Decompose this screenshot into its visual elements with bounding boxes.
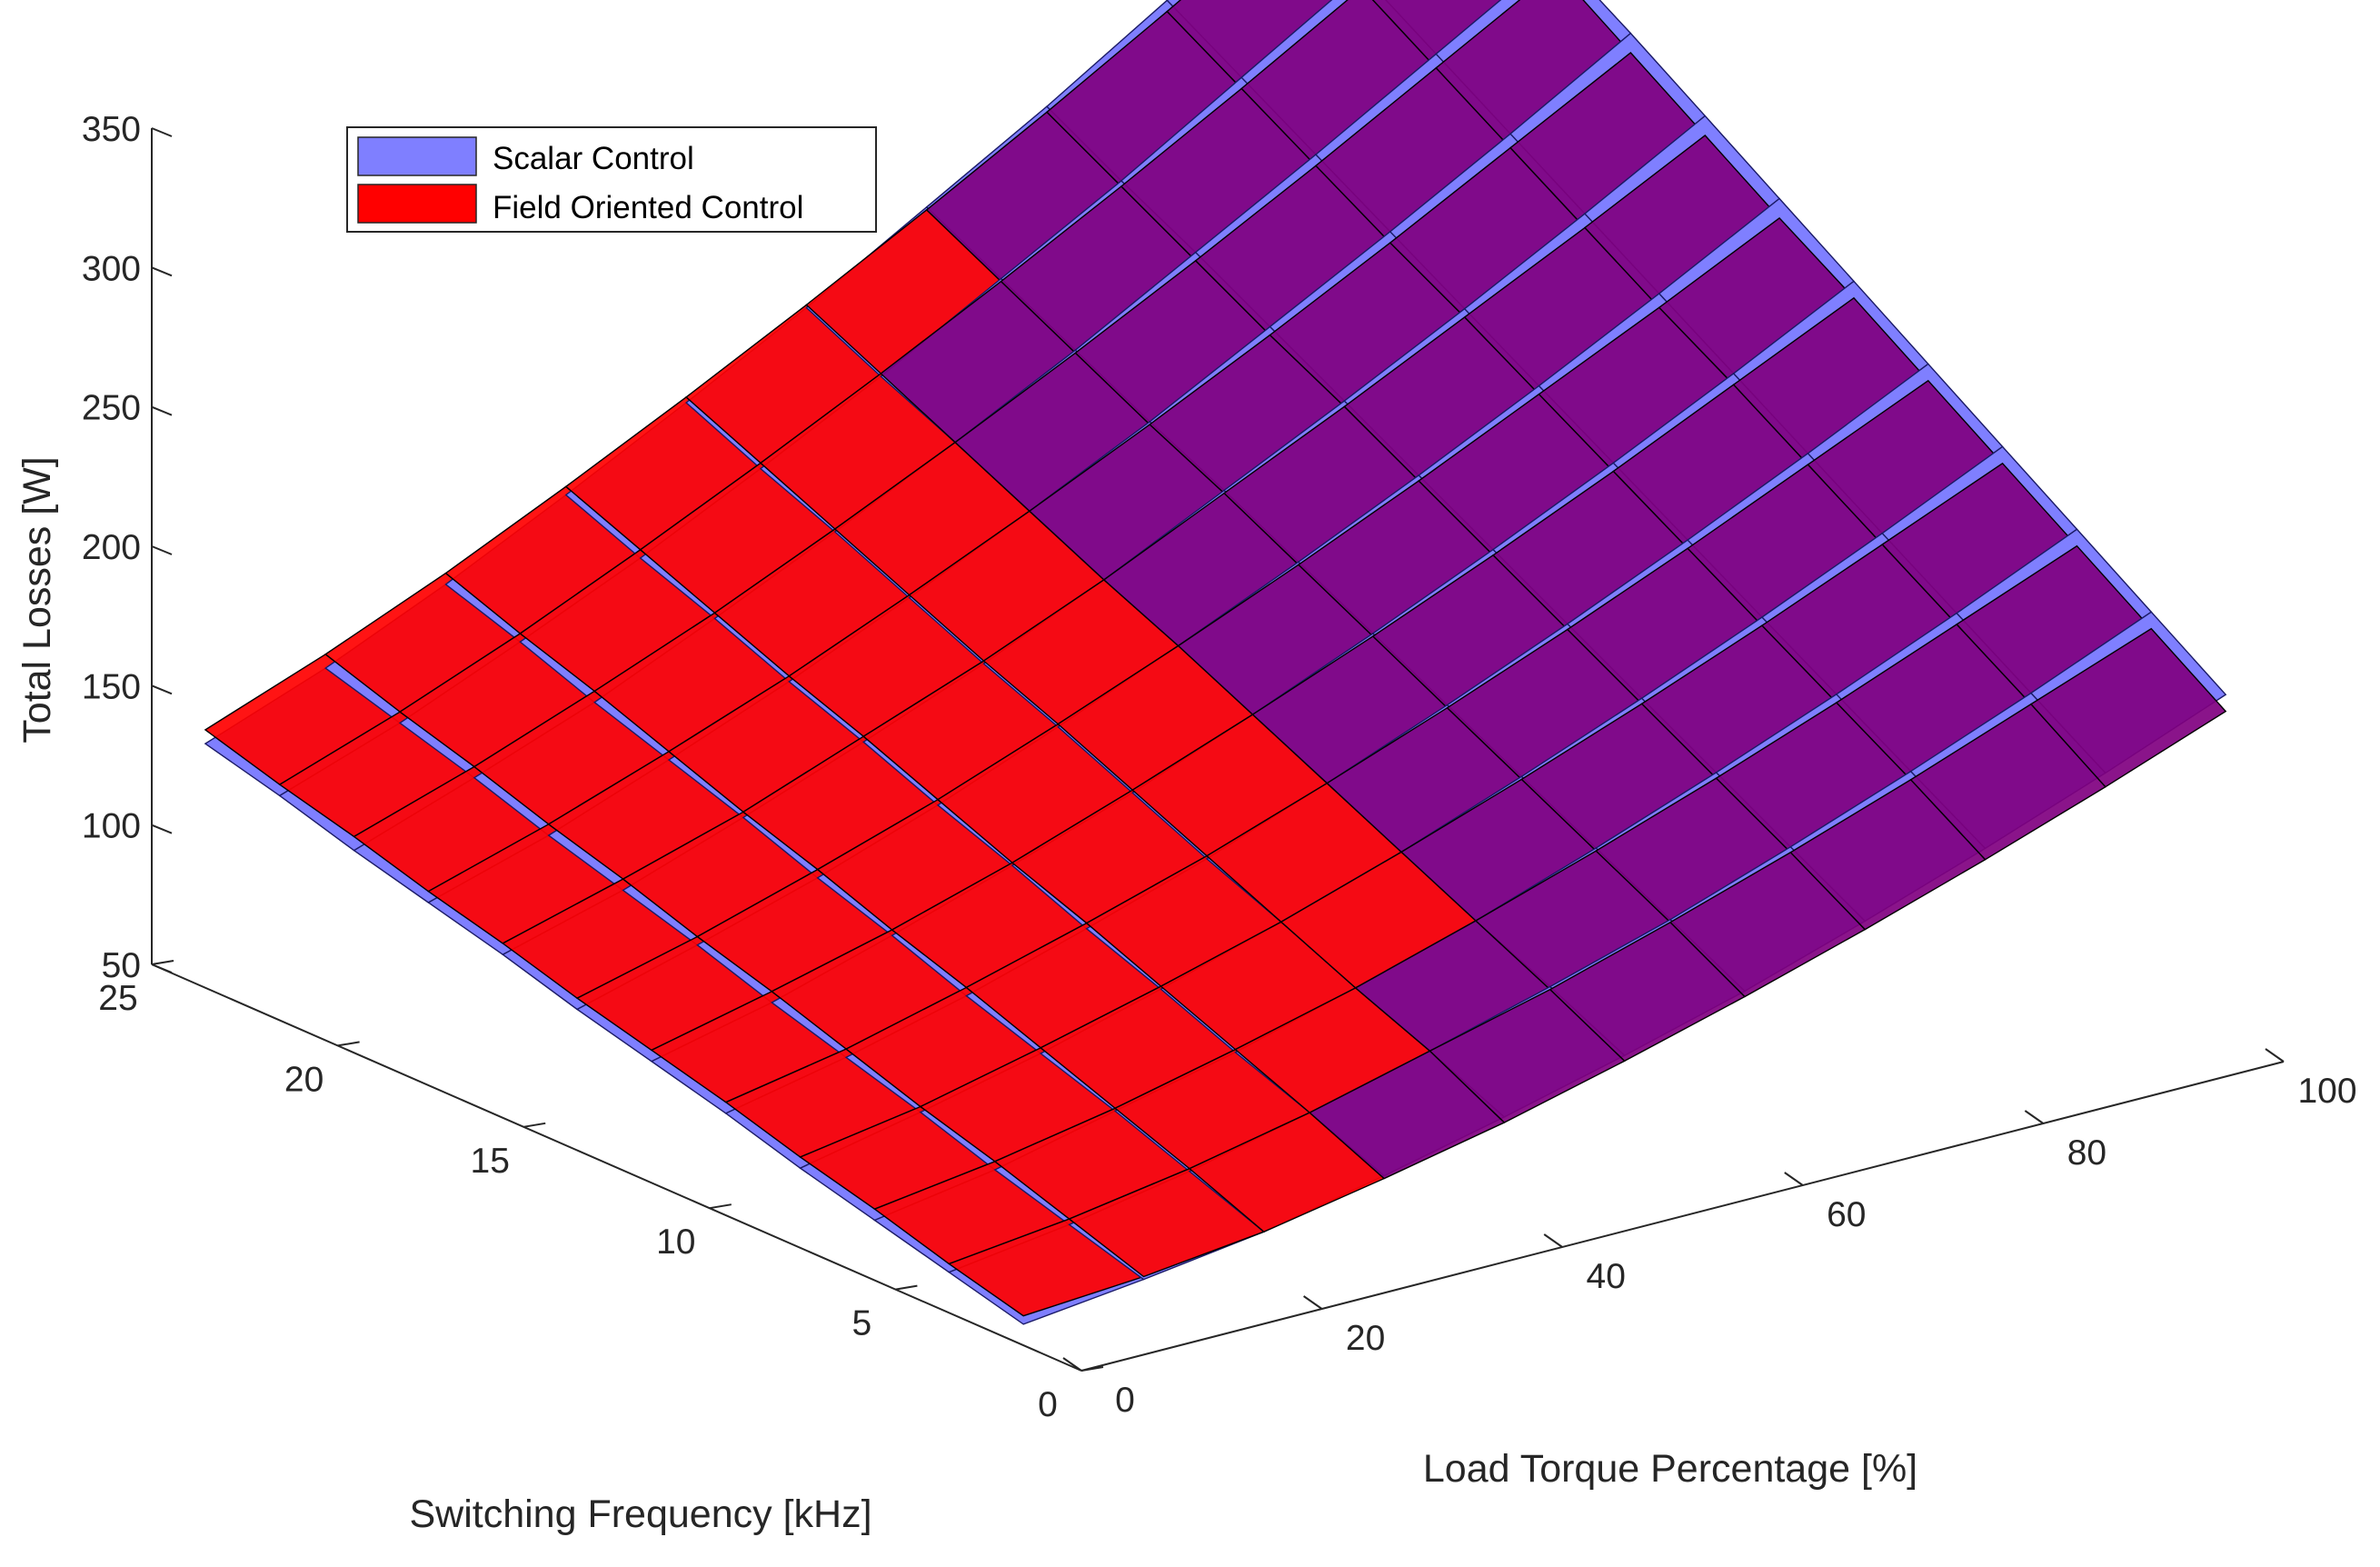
y-axis-label: Switching Frequency [kHz] — [409, 1492, 871, 1536]
y-tick-mark — [523, 1122, 546, 1128]
z-tick-label: 300 — [82, 249, 141, 288]
y-tick-label: 10 — [656, 1223, 695, 1262]
y-tick-label: 15 — [471, 1142, 510, 1181]
y-tick-label: 20 — [284, 1060, 324, 1099]
y-tick-mark — [151, 960, 174, 965]
foc-surface-patch — [2029, 627, 2227, 788]
x-tick-label: 60 — [1827, 1195, 1866, 1234]
y-tick-mark — [1080, 1366, 1104, 1372]
x-tick-mark — [1062, 1357, 1082, 1372]
z-tick-label: 50 — [102, 946, 141, 985]
z-tick-mark — [151, 545, 173, 555]
x-tick-mark — [2265, 1048, 2285, 1063]
z-tick-mark — [151, 266, 173, 277]
z-tick-label: 250 — [82, 389, 141, 428]
z-tick-mark — [151, 405, 173, 416]
x-axis-label: Load Torque Percentage [%] — [1423, 1447, 1917, 1491]
y-tick-mark — [895, 1284, 918, 1291]
y-tick-mark — [337, 1041, 360, 1047]
x-axis-line — [1080, 1061, 2285, 1372]
x-tick-label: 40 — [1587, 1257, 1626, 1296]
legend-label-scalar: Scalar Control — [493, 141, 694, 176]
x-tick-label: 0 — [1115, 1381, 1135, 1420]
z-tick-mark — [151, 963, 173, 973]
z-tick-mark — [151, 823, 173, 834]
z-tick-mark — [151, 127, 173, 137]
z-tick-label: 350 — [82, 110, 141, 149]
x-tick-mark — [2024, 1110, 2044, 1124]
legend-swatch-foc — [357, 184, 477, 224]
ticks: 5010015020025030035005101520250204060801… — [82, 110, 2357, 1424]
x-tick-label: 80 — [2067, 1133, 2106, 1173]
y-tick-label: 25 — [98, 979, 137, 1018]
y-tick-label: 0 — [1038, 1385, 1058, 1424]
x-tick-mark — [1784, 1172, 1804, 1186]
z-tick-label: 200 — [82, 528, 141, 567]
legend-swatch-scalar — [357, 136, 477, 176]
x-tick-label: 20 — [1346, 1319, 1385, 1358]
z-tick-mark — [151, 684, 173, 695]
z-tick-label: 150 — [82, 667, 141, 706]
y-axis-line — [151, 963, 1082, 1372]
y-tick-label: 5 — [852, 1304, 872, 1343]
x-tick-mark — [1303, 1295, 1323, 1310]
z-axis-label: Total Losses [W] — [15, 456, 59, 743]
y-tick-mark — [709, 1203, 732, 1210]
legend-label-foc: Field Oriented Control — [493, 190, 803, 225]
z-tick-label: 100 — [82, 807, 141, 846]
surfaces — [204, 0, 2227, 1325]
x-tick-mark — [1543, 1233, 1563, 1248]
x-tick-label: 100 — [2297, 1072, 2356, 1111]
legend: Scalar Control Field Oriented Control — [346, 126, 877, 233]
